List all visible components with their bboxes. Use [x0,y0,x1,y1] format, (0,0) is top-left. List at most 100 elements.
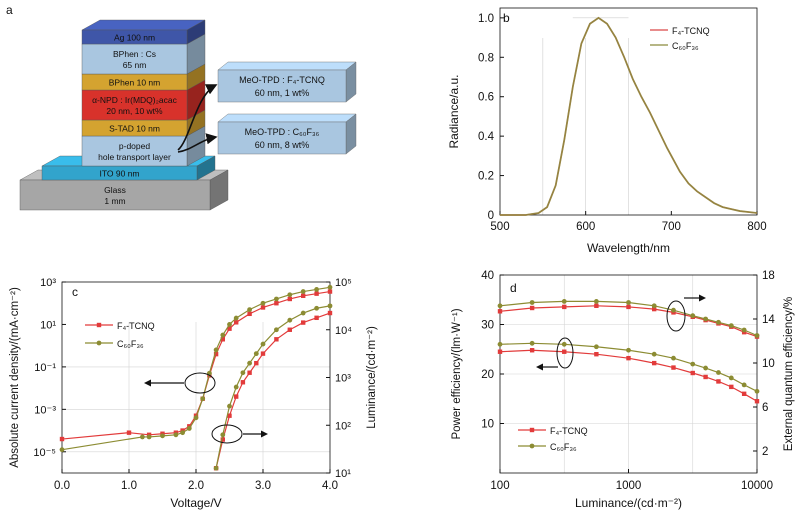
panel-label-c: c [72,285,78,299]
data-point [626,347,631,353]
data-point [220,337,225,342]
x-tick-label: 500 [490,221,509,233]
layer-label: p-doped [119,141,150,151]
data-point [594,352,599,357]
data-point [254,360,259,366]
callout-sublabel: 60 nm, 8 wt% [255,140,310,150]
y-axis-label: Power efficiency/(lm·W⁻¹) [451,308,463,439]
y-right-tick-label: 10² [335,420,351,432]
data-point [716,379,721,384]
callout-boxes: MeO-TPD : F₄-TCNQ 60 nm, 1 wt% MeO-TPD : C… [177,61,357,155]
y-tick-label: 0.6 [478,92,494,104]
x-tick-label: 10000 [741,480,773,492]
data-point [220,432,226,438]
data-point [287,327,292,332]
x-tick-label: 600 [576,221,595,233]
data-point [754,399,760,404]
legend-label: C₆₀F₃₆ [117,339,144,349]
y-tick-label: 40 [481,270,494,282]
layer-label: Glass [104,185,126,195]
data-point [671,365,676,370]
data-point [227,413,232,418]
y-tick-label: 30 [481,320,494,332]
data-point [160,433,165,439]
data-point [59,447,65,453]
data-point [314,315,319,321]
data-point [227,403,232,409]
data-point [274,301,279,306]
x-tick-label: 1.0 [121,480,137,492]
data-point [213,465,219,471]
y-right-axis-label: Luminance/(cd·m⁻²) [366,326,378,429]
data-point [247,370,252,375]
data-point [529,348,535,353]
data-point [200,396,206,402]
data-point [562,349,567,354]
layer-front-face [81,89,188,121]
data-point [274,296,279,302]
data-point [193,415,199,421]
data-point [247,307,253,312]
data-point [234,394,239,399]
data-point [233,315,239,321]
x-tick-label: 4.0 [322,480,338,492]
y-tick-label: 20 [481,369,494,381]
data-point [728,375,734,381]
layer-label: BPhen : Cs [113,49,156,59]
x-tick-label: 3.0 [255,480,271,492]
data-point [327,303,333,309]
plot-frame [499,7,758,216]
y-tick-label: 10⁻¹ [34,362,56,374]
y-tick-label: 0.8 [478,52,494,64]
x-tick-label: 700 [662,221,681,233]
arrowhead [144,379,151,387]
callout-box-2: MeO-TPD : C₆₀F₃₆ 60 nm, 8 wt% [217,113,357,155]
callout-sublabel: 60 nm, 1 wt% [255,88,310,98]
data-point [274,337,279,342]
x-axis-label: Luminance/(cd·m⁻²) [575,496,682,510]
y-tick-label: 10 [481,419,494,431]
data-point [652,360,657,366]
legend-label: F₄-TCNQ [550,426,588,436]
data-point [253,351,259,357]
data-point [126,430,132,435]
data-point [652,306,657,312]
annotation-ellipse [666,300,686,332]
y-right-tick-label: 10⁴ [335,325,352,337]
data-point [233,384,239,390]
callout-arrow [177,133,218,153]
series-line-2 [500,16,758,216]
data-point [529,305,535,311]
legend-marker [529,443,535,449]
data-point [327,284,333,290]
data-point [59,436,65,442]
data-point [703,316,708,322]
data-point [593,299,599,304]
data-point [186,426,192,431]
layer-ag: Ag 100 nm [81,19,206,45]
legend-label: F₄-TCNQ [117,321,155,331]
data-point [220,437,225,442]
data-point [690,313,696,319]
x-tick-label: 0.0 [54,480,70,492]
data-point [301,293,306,298]
data-point [741,327,747,333]
data-point [287,296,292,302]
layer-front-face [19,179,211,211]
layer-sublabel: 20 nm, 10 wt% [106,106,163,116]
legend-marker [96,322,102,328]
layer-label: α-NPD : Ir(MDQ)₂acac [92,95,177,105]
annotation-ellipse [211,424,243,444]
layer-sublabel: 1 mm [104,196,125,206]
data-point [497,309,503,314]
panel-label-a: a [6,3,13,17]
data-point [314,305,319,311]
data-point [754,333,760,338]
data-point [300,289,306,294]
data-point [314,291,319,296]
x-axis-label: Voltage/V [170,496,221,510]
y-tick-label: 0.2 [478,171,494,183]
